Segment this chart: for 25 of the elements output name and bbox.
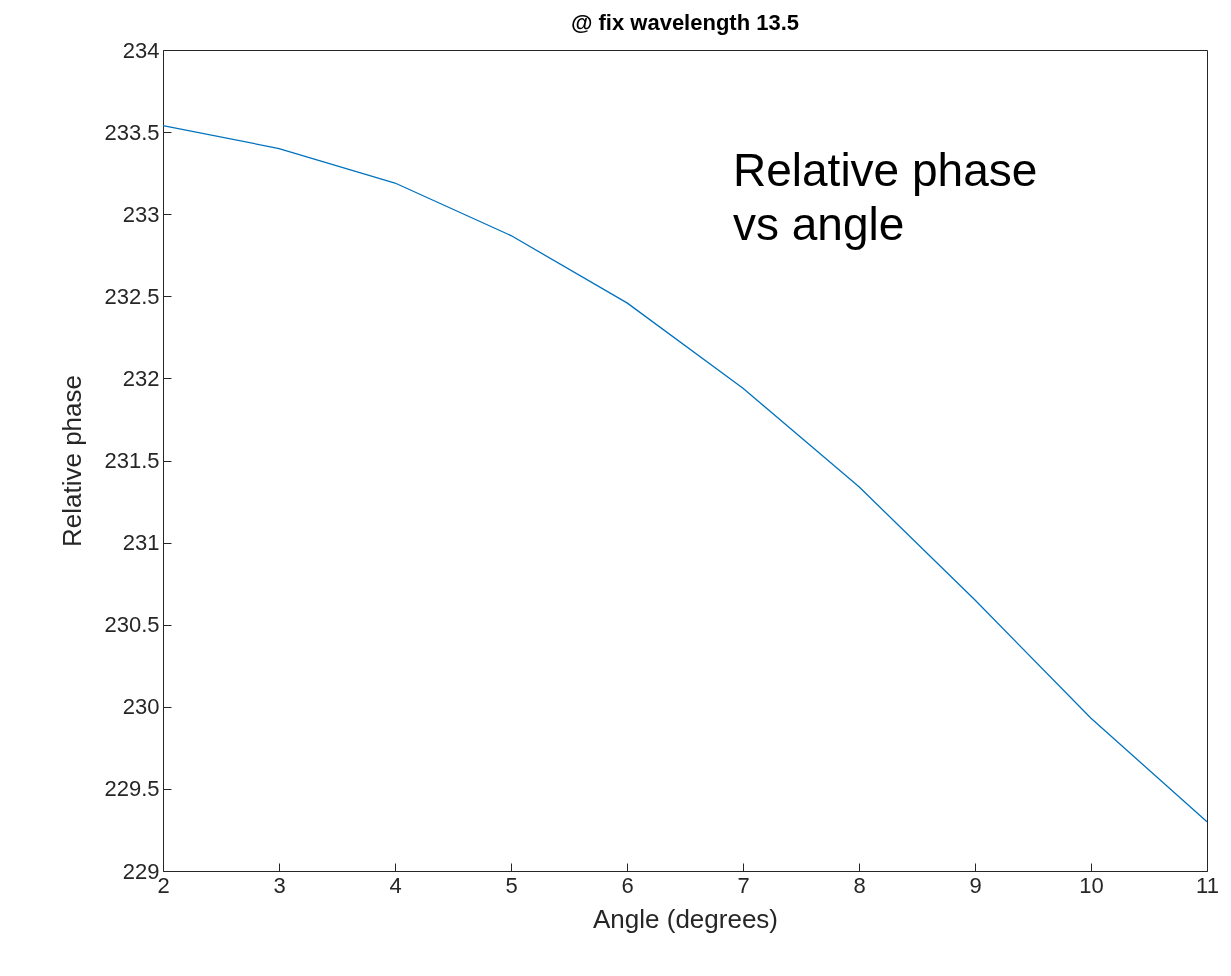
line-series [162,124,1208,823]
y-axis-title: Relative phase [57,375,88,547]
y-tick-label: 230 [122,694,160,720]
x-tick-label: 10 [1079,872,1104,898]
y-tick-label: 233.5 [104,119,160,145]
y-tick-label: 231 [122,530,160,556]
x-tick-label: 6 [621,872,634,898]
x-tick-label: 11 [1196,872,1219,898]
chart-title: @ fix wavelength 13.5 [570,10,800,35]
y-tick-label: 231.5 [104,448,160,473]
y-tick-label: 232 [122,365,160,391]
x-tick-label: 9 [969,872,982,898]
x-tick-label: 5 [505,872,518,898]
y-tick-label: 232.5 [104,283,160,309]
x-axis-title: Angle (degrees) [593,903,778,934]
annotation: Relative phase vs angle [733,144,1038,250]
x-tick-label: 8 [853,872,866,898]
y-tick-label: 230.5 [104,612,160,638]
y-tick-label: 229 [122,858,160,884]
y-tick-label: 234 [122,37,160,63]
y-tick-label: 229.5 [104,776,160,802]
x-tick-label: 3 [273,872,286,898]
x-tick-label: 4 [389,872,402,898]
x-tick-label: 7 [737,872,750,898]
y-tick-label: 233 [122,201,160,227]
